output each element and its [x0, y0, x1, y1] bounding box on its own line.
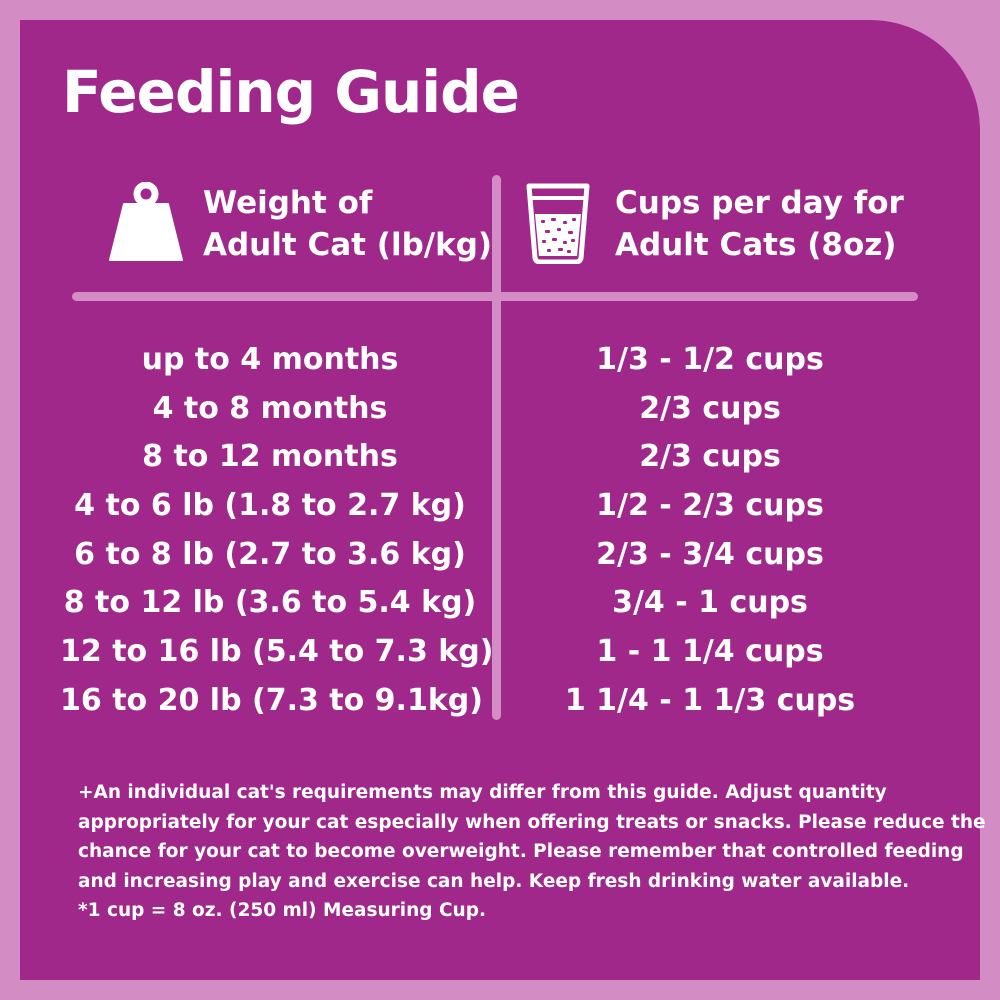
weight-column: up to 4 months 4 to 8 months 8 to 12 mon… — [60, 336, 494, 726]
cups-column: 1/3 - 1/2 cups 2/3 cups 2/3 cups 1/2 - 2… — [500, 336, 920, 726]
cups-cell: 2/3 cups — [639, 390, 781, 426]
note-line: +An individual cat's requirements may di… — [78, 782, 887, 803]
disclaimer-note: +An individual cat's requirements may di… — [78, 778, 986, 926]
note-line: chance for your cat to become overweight… — [78, 841, 964, 862]
cups-header-line1: Cups per day for — [615, 185, 904, 221]
weight-cell: 8 to 12 months — [142, 439, 398, 475]
weight-cell: 4 to 6 lb (1.8 to 2.7 kg) — [74, 488, 466, 524]
cups-cell: 1 1/4 - 1 1/3 cups — [564, 682, 856, 718]
weight-cell: 4 to 8 months — [152, 390, 388, 426]
cups-cell: 2/3 - 3/4 cups — [596, 536, 824, 572]
weight-cell: up to 4 months — [141, 342, 399, 377]
cups-header-line2: Adult Cats (8oz) — [615, 227, 897, 263]
weight-header-line1: Weight of — [203, 185, 373, 221]
cups-column-header: Cups per day for Adult Cats (8oz) — [615, 182, 904, 266]
cups-cell: 1 - 1 1/4 cups — [596, 634, 824, 670]
note-line: and increasing play and exercise can hel… — [78, 870, 910, 892]
weight-cell: 6 to 8 lb (2.7 to 3.6 kg) — [74, 536, 466, 572]
page-title: Feeding Guide — [62, 58, 520, 126]
feeding-guide-panel: Feeding Guide Weight of Adult Cat (lb/kg… — [20, 20, 986, 980]
weight-cell: 8 to 12 lb (3.6 to 5.4 kg) — [63, 585, 477, 621]
weight-cell: 16 to 20 lb (7.3 to 9.1kg) — [60, 682, 483, 718]
vertical-divider — [492, 175, 501, 720]
weight-column-header: Weight of Adult Cat (lb/kg) — [203, 182, 492, 266]
cups-cell: 1/3 - 1/2 cups — [596, 342, 824, 377]
weight-cell: 12 to 16 lb (5.4 to 7.3 kg) — [60, 634, 494, 670]
note-line: *1 cup = 8 oz. (250 ml) Measuring Cup. — [78, 900, 486, 921]
weight-header-line2: Adult Cat (lb/kg) — [203, 227, 493, 263]
cups-cell: 2/3 cups — [639, 439, 781, 475]
measuring-cup-icon — [526, 183, 590, 264]
weight-icon — [109, 182, 183, 261]
cups-cell: 1/2 - 2/3 cups — [596, 488, 824, 524]
note-line: appropriately for your cat especially wh… — [78, 811, 986, 833]
cups-cell: 3/4 - 1 cups — [612, 585, 808, 621]
